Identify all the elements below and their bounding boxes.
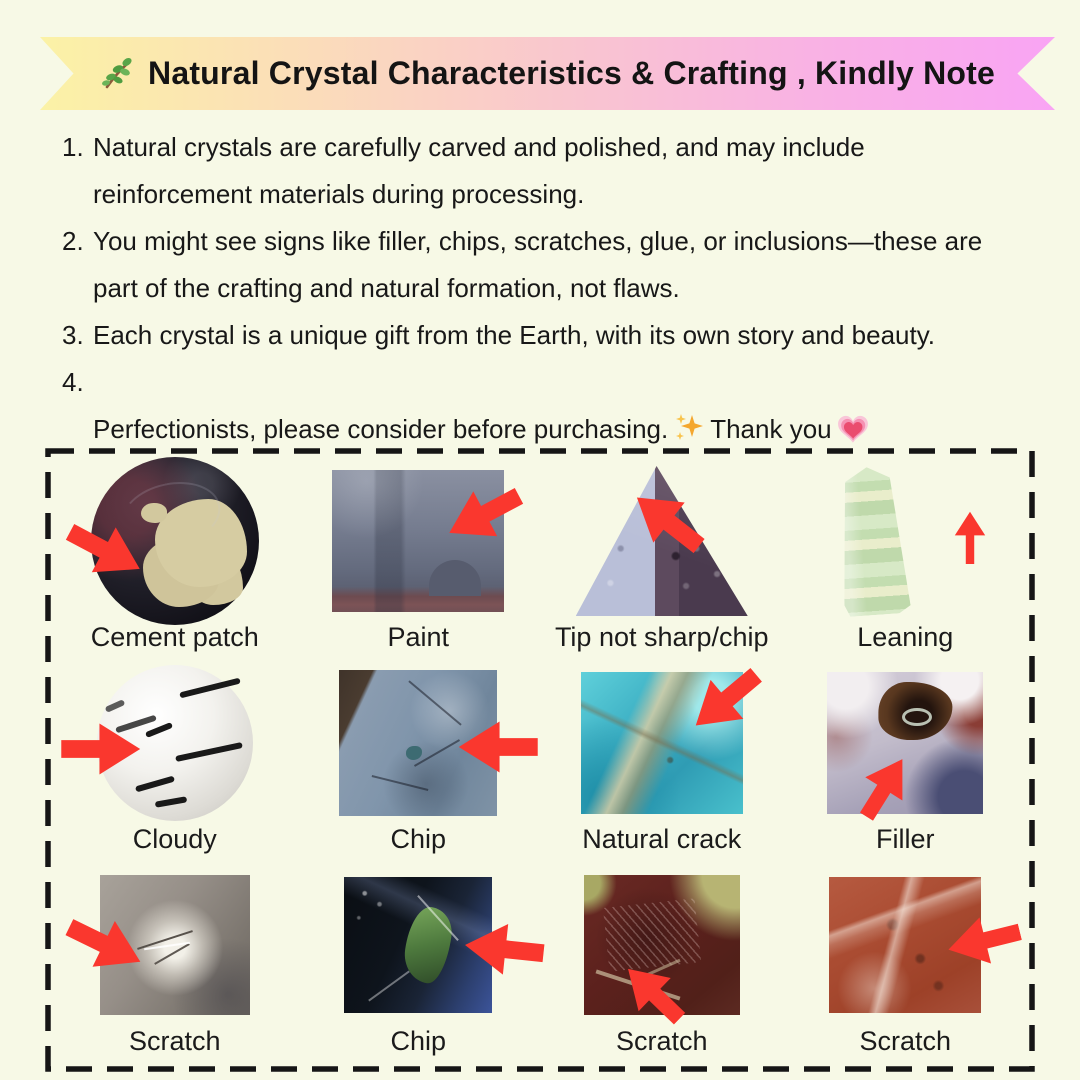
grid-cell-cement-patch: Cement patch — [53, 457, 297, 660]
note-text: You might see signs like filler, chips, … — [93, 226, 983, 303]
note-text-suffix: Thank you — [710, 414, 832, 444]
note-text-main: Perfectionists, please consider before p… — [93, 414, 669, 444]
red-arrow-icon — [61, 723, 141, 775]
cell-label: Natural crack — [582, 824, 742, 854]
grid-cell-natural-crack: Natural crack — [540, 660, 784, 862]
red-arrow-icon — [859, 759, 902, 821]
note-item-3: 3. Each crystal is a unique gift from th… — [62, 312, 1072, 359]
cell-image-area — [53, 457, 297, 625]
grid-cell-leaning: Leaning — [784, 458, 1028, 660]
red-arrow-icon — [465, 923, 545, 975]
cell-image-area — [53, 665, 297, 821]
red-arrow-icon — [458, 721, 538, 773]
cell-label: Leaning — [857, 622, 954, 652]
red-arrow-icon — [65, 919, 141, 967]
grid-cell-cloudy: Cloudy — [53, 660, 297, 862]
note-text: Each crystal is a unique gift from the E… — [93, 320, 936, 350]
cell-label: Scratch — [859, 1026, 952, 1056]
dashed-border — [45, 448, 1035, 1072]
sparkles-icon — [676, 414, 704, 440]
red-arrow-icon — [628, 968, 686, 1025]
cell-image-area — [540, 867, 784, 1025]
page-title: Natural Crystal Characteristics & Crafti… — [148, 55, 995, 91]
cell-image-area — [297, 867, 545, 1023]
note-item-1: 1. Natural crystals are carefully carved… — [62, 124, 1072, 218]
cell-image-area — [784, 867, 1028, 1023]
red-arrow-icon — [449, 488, 524, 537]
cell-label: Scratch — [615, 1026, 708, 1056]
note-number: 4. — [62, 367, 84, 397]
cell-label: Cloudy — [132, 824, 217, 854]
crystal-photo-agate-filler — [827, 672, 984, 814]
grid-cell-filler: Filler — [784, 660, 1028, 862]
title-ribbon-banner: Natural Crystal Characteristics & Crafti… — [40, 37, 1055, 110]
cell-image-area — [784, 665, 1028, 821]
grid-cell-scratch-1: Scratch — [53, 862, 297, 1064]
red-arrow-icon — [636, 497, 705, 554]
note-number: 3. — [62, 320, 84, 350]
cell-label: Chip — [390, 1026, 447, 1056]
red-arrow-icon — [954, 511, 986, 564]
grid-cell-tip-not-sharp: Tip not sharp/chip — [540, 458, 784, 660]
crystal-photo-green-calcite-tower — [835, 465, 911, 617]
crystal-grid: Cement patch Paint Tip not sharp/chip Le… — [53, 457, 1028, 1064]
note-text: Perfectionists, please consider before p… — [93, 359, 874, 453]
cell-image-area — [784, 463, 1028, 619]
growing-heart-icon — [837, 415, 868, 443]
grid-cell-chip-2: Chip — [297, 862, 545, 1064]
cell-label: Filler — [876, 824, 935, 854]
herb-leaf-icon — [102, 57, 132, 88]
red-arrow-icon — [948, 917, 1022, 964]
cell-image-area — [540, 665, 784, 821]
cell-label: Cement patch — [90, 622, 259, 652]
note-text: Natural crystals are carefully carved an… — [93, 132, 865, 209]
note-number: 1. — [62, 132, 84, 162]
red-arrow-icon — [65, 524, 140, 573]
grid-cell-paint: Paint — [297, 458, 541, 660]
cell-label: Paint — [387, 622, 450, 652]
note-number: 2. — [62, 226, 84, 256]
cell-label: Scratch — [128, 1026, 221, 1056]
crystal-photo-paint-slab — [332, 470, 505, 612]
cell-label: Chip — [390, 824, 447, 854]
cell-image-area — [53, 867, 297, 1023]
cell-label: Tip not sharp/chip — [554, 622, 769, 652]
grid-cell-chip-1: Chip — [297, 660, 541, 862]
note-item-4: 4. Perfectionists, please consider befor… — [62, 359, 1072, 453]
examples-box: Cement patch Paint Tip not sharp/chip Le… — [45, 448, 1035, 1072]
grid-cell-scratch-3: Scratch — [784, 862, 1028, 1064]
cell-image-area — [297, 463, 541, 619]
cell-image-area — [297, 665, 541, 821]
cell-image-area — [540, 463, 784, 619]
grid-cell-scratch-2: Scratch — [540, 862, 784, 1064]
red-arrow-icon — [695, 667, 762, 726]
note-item-2: 2. You might see signs like filler, chip… — [62, 218, 1072, 312]
notes-list: 1. Natural crystals are carefully carved… — [62, 124, 1072, 453]
